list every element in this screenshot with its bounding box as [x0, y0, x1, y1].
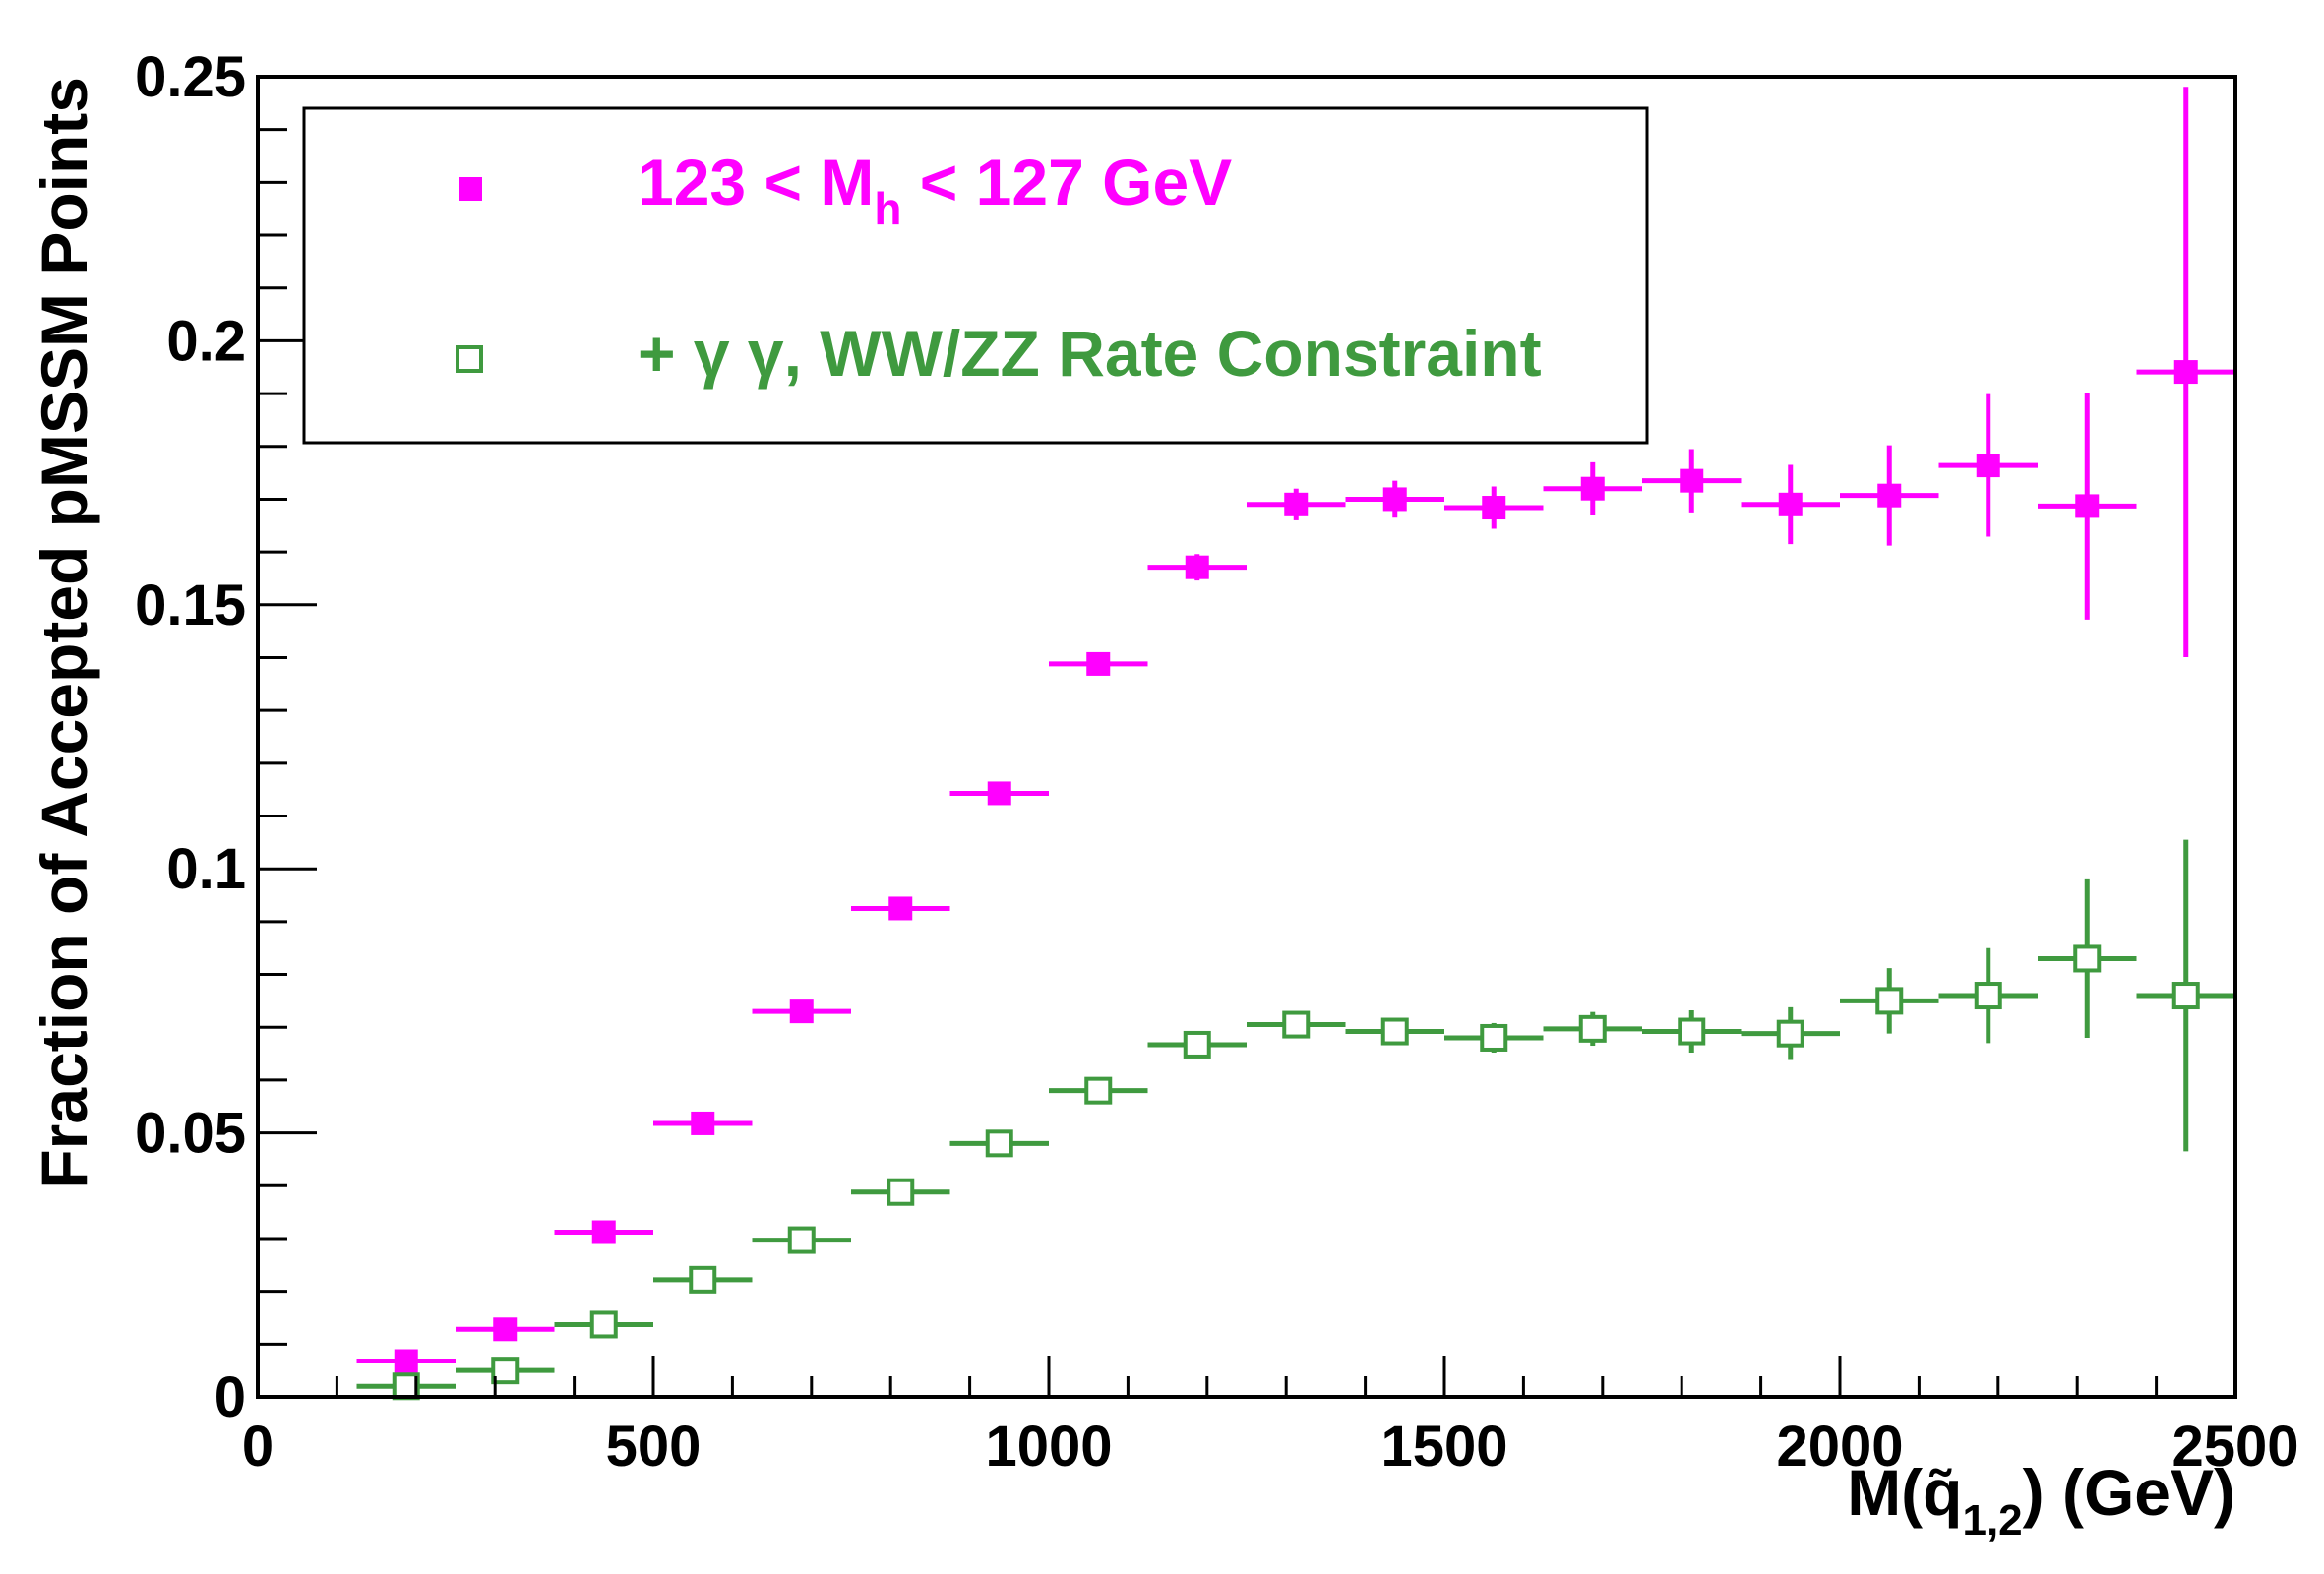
mh-window-point	[691, 1111, 715, 1135]
mh-window-point	[789, 999, 814, 1024]
mh-window-point	[1778, 492, 1803, 516]
x-tick-label-0: 0	[242, 1415, 274, 1479]
x-tick-label-2: 1000	[985, 1415, 1112, 1479]
x-tick-label-3: 1500	[1380, 1415, 1507, 1479]
y-tick-label-3: 0.15	[135, 574, 246, 637]
legend-entry-mh-window: 123 < Mh < 127 GeV	[638, 146, 1232, 234]
x-label-main: M(q̃	[1847, 1456, 1962, 1529]
x-axis-label: M(q̃1,2) (GeV)	[1847, 1456, 2235, 1544]
legend-text-sub: h	[874, 183, 901, 234]
rate-constraint-point	[2073, 944, 2102, 973]
x-tick-label-1: 500	[606, 1415, 702, 1479]
legend-entry-rate-constraint: + γ γ, WW/ZZ Rate Constraint	[638, 317, 1542, 390]
legend-marker-rate-constraint	[456, 345, 483, 373]
plot-frame	[256, 75, 2237, 1399]
mh-window-point	[2075, 494, 2100, 518]
mh-window-point	[1185, 555, 1209, 579]
mh-window-point	[1382, 487, 1407, 512]
y-axis-label: Fraction of Accepted pMSSM Points	[28, 77, 100, 1189]
mh-window-point	[591, 1220, 616, 1244]
mh-window-point	[1580, 476, 1605, 501]
x-tick-label-5: 2500	[2171, 1415, 2298, 1479]
legend-text-pre: + γ γ, WW/ZZ Rate Constraint	[638, 317, 1542, 390]
axis-ticks: 0 500 1000 1500 2000 2500 0 0.05 0.1 0.15 0.2 0.25	[135, 45, 2298, 1479]
mh-window-point	[394, 1349, 418, 1373]
rate-constraint-point	[985, 1129, 1013, 1158]
legend-text-pre: 123 < M	[638, 146, 874, 218]
y-tick-label-2: 0.1	[166, 837, 246, 901]
rate-constraint-point	[1578, 1014, 1607, 1043]
mh-window-point	[1086, 651, 1111, 676]
data-marks	[356, 87, 2235, 1401]
series-rate-constraint	[356, 839, 2235, 1401]
rate-constraint-point	[392, 1372, 420, 1401]
rate-constraint-point	[1974, 982, 2002, 1010]
rate-constraint-point	[1380, 1017, 1409, 1046]
rate-constraint-point	[1875, 987, 1904, 1015]
rate-constraint-point	[589, 1310, 618, 1339]
rate-constraint-point	[491, 1357, 520, 1385]
legend-frame	[302, 106, 1649, 445]
rate-constraint-point	[1776, 1019, 1804, 1048]
mh-window-point	[1284, 492, 1309, 516]
y-tick-label-4: 0.2	[166, 309, 246, 373]
mh-window-point	[493, 1317, 518, 1342]
legend-marker-mh-window	[459, 177, 482, 201]
mh-window-point	[1976, 454, 2000, 478]
rate-constraint-point	[689, 1265, 717, 1294]
legend-text-post: < 127 GeV	[901, 146, 1232, 218]
mh-window-point	[888, 896, 913, 921]
rate-constraint-point	[1084, 1076, 1113, 1105]
mh-window-point	[1877, 483, 1902, 508]
rate-constraint-point	[887, 1178, 915, 1206]
mh-window-point	[987, 781, 1011, 806]
rate-constraint-point	[1480, 1023, 1508, 1052]
y-tick-label-0: 0	[214, 1365, 246, 1429]
mh-window-point	[2173, 360, 2198, 385]
rate-constraint-point	[1678, 1017, 1706, 1046]
rate-constraint-point	[1183, 1030, 1211, 1059]
rate-constraint-point	[1282, 1010, 1311, 1039]
legend-box: 123 < Mh < 127 GeV + γ γ, WW/ZZ Rate Con…	[302, 106, 1649, 445]
mh-window-point	[1482, 496, 1506, 520]
x-label-sub: 1,2	[1962, 1496, 2022, 1544]
x-tick-label-4: 2000	[1776, 1415, 1903, 1479]
x-label-tail: ) (GeV)	[2023, 1456, 2235, 1529]
rate-constraint-point	[2171, 982, 2200, 1010]
series-mh-window	[356, 87, 2235, 1373]
y-tick-label-1: 0.05	[135, 1102, 246, 1166]
rate-constraint-point	[787, 1226, 816, 1254]
mh-window-point	[1680, 468, 1704, 493]
y-tick-label-5: 0.25	[135, 45, 246, 109]
